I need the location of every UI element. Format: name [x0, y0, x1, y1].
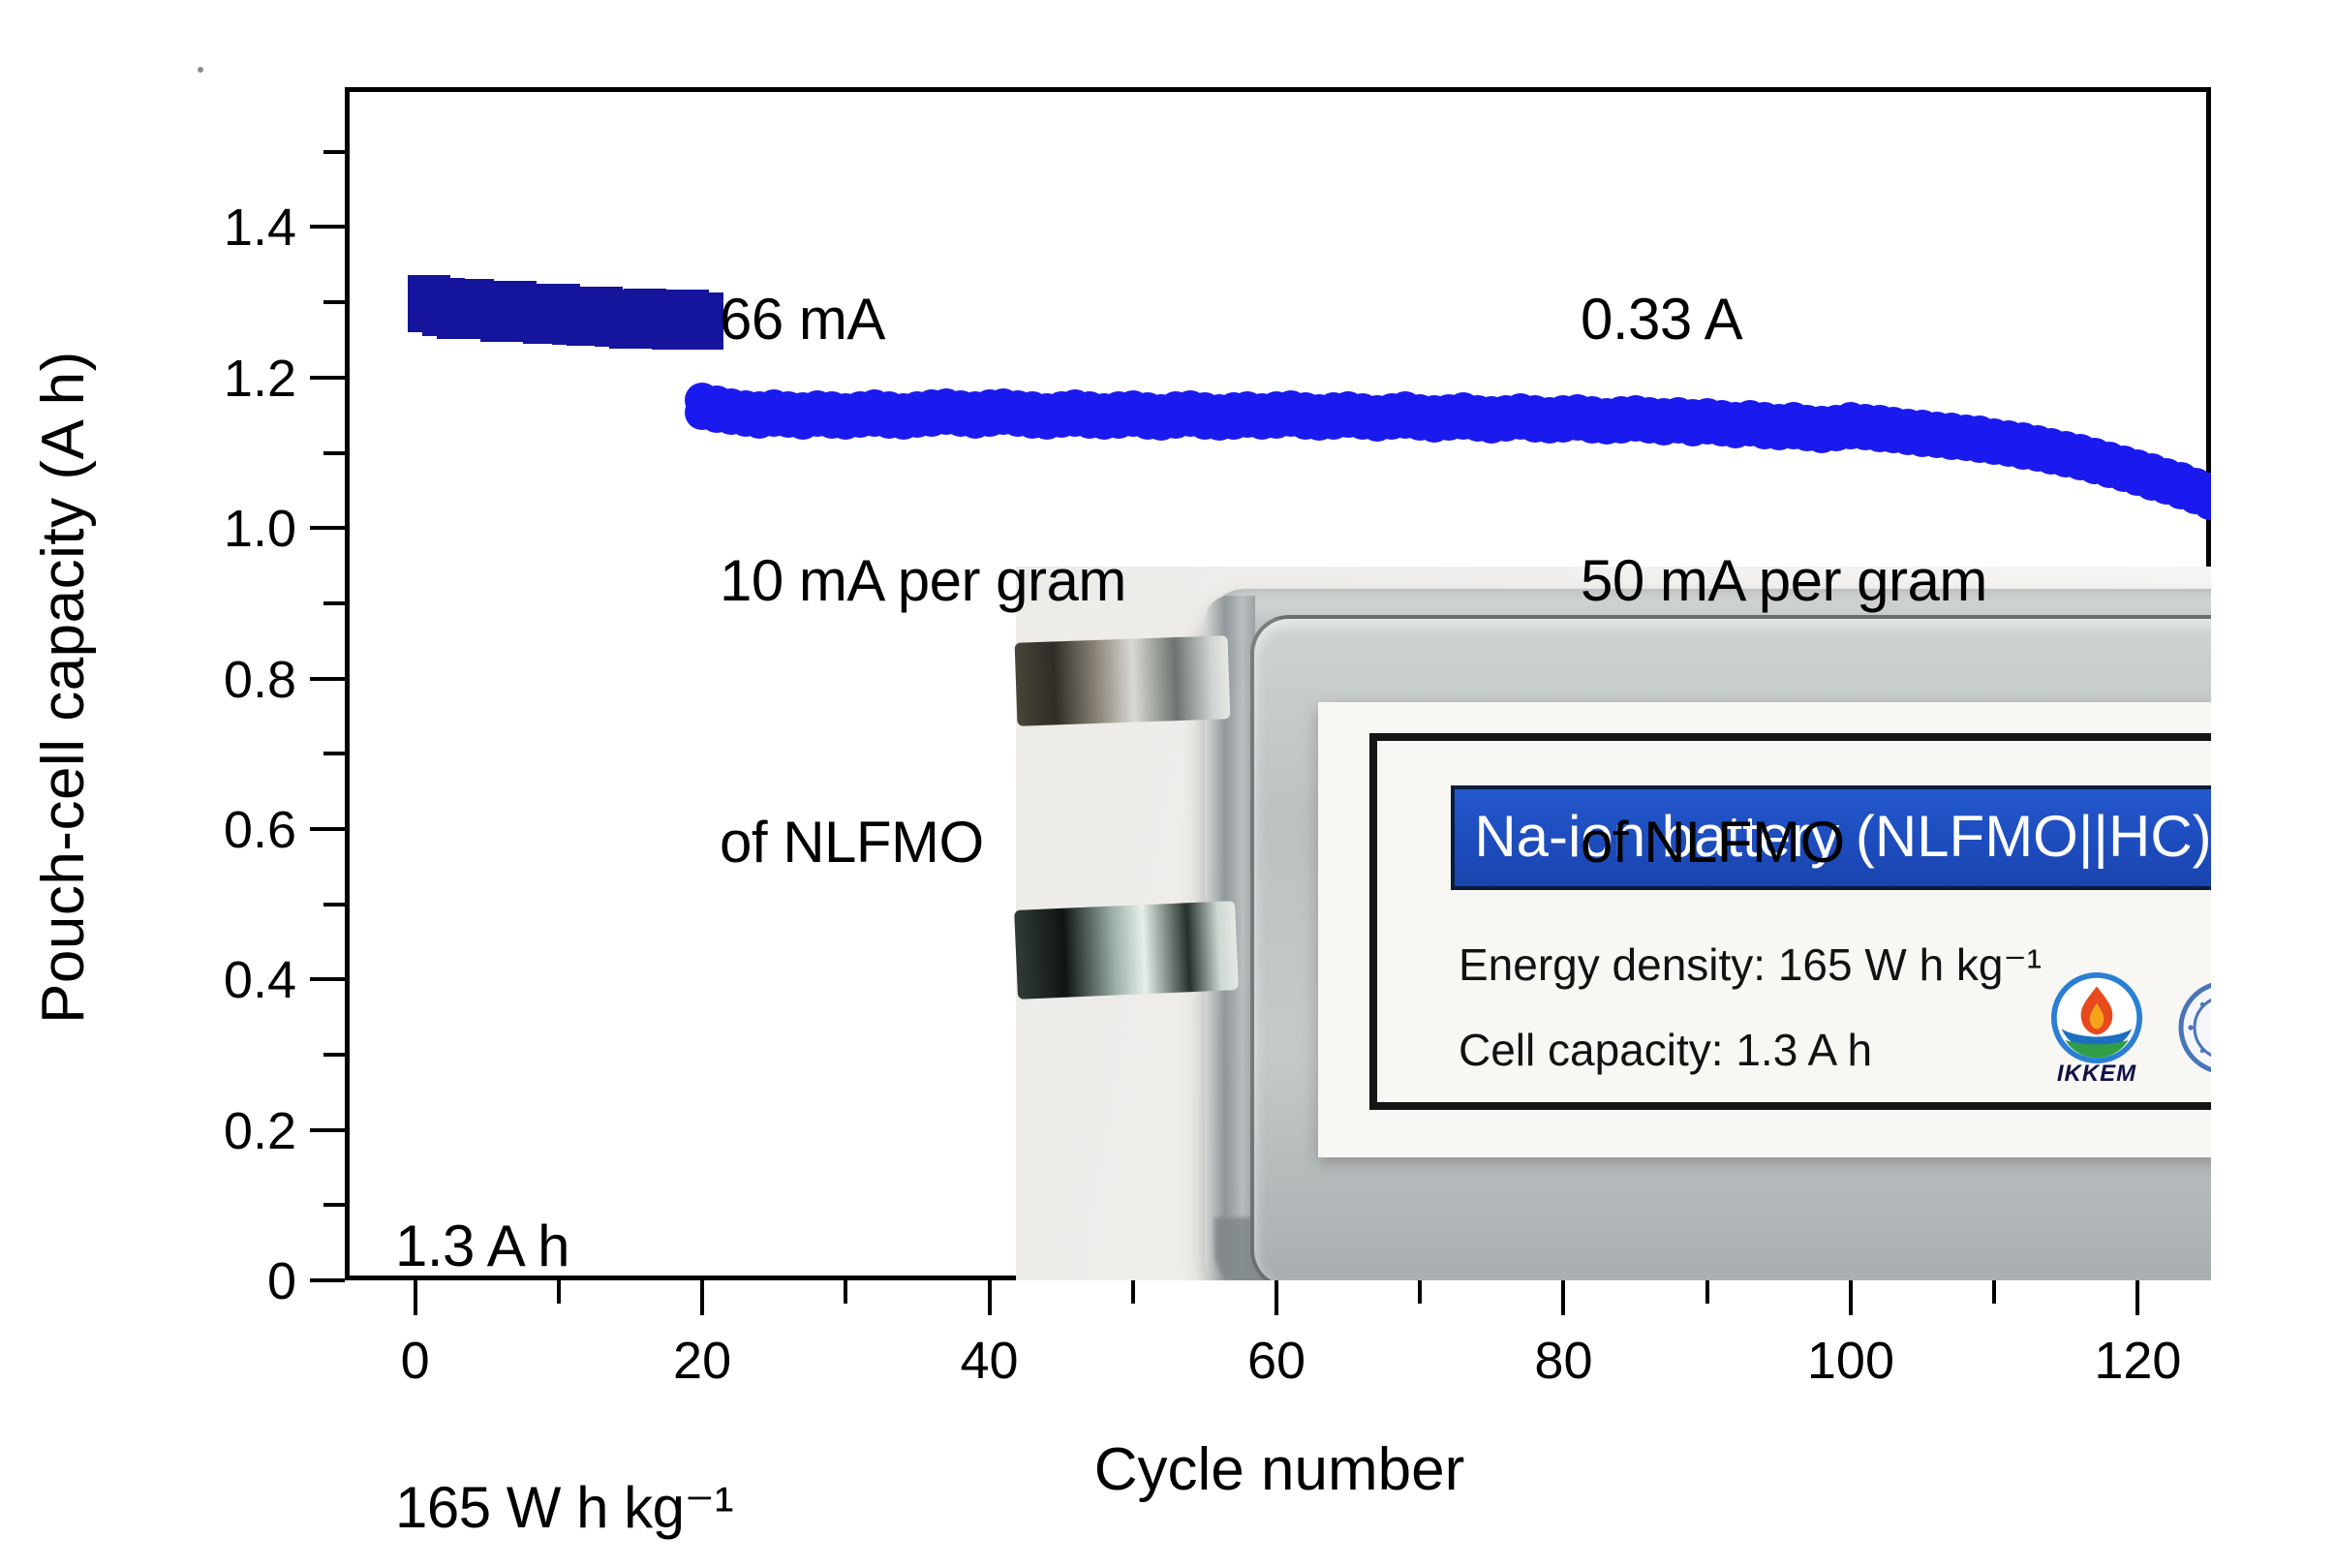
annotation-cell-specs: 1.3 A h 165 W h kg⁻¹	[395, 1029, 734, 1568]
x-minor-tick	[1705, 1280, 1709, 1304]
data-point	[2192, 484, 2211, 520]
y-major-tick	[310, 977, 345, 982]
x-major-tick	[413, 1280, 417, 1315]
x-minor-tick	[1992, 1280, 1997, 1304]
x-axis-title: Cycle number	[1093, 1436, 1465, 1503]
annotation-line: 50 mA per gram	[1581, 548, 1987, 613]
annotation-line: of NLFMO	[720, 810, 984, 875]
y-tick-label: 1.4	[223, 199, 296, 258]
stray-dot-artifact	[198, 67, 203, 73]
x-tick-label: 20	[673, 1332, 732, 1390]
y-minor-tick	[323, 450, 345, 455]
x-major-tick	[2135, 1280, 2140, 1315]
x-major-tick	[987, 1280, 992, 1315]
x-minor-tick	[844, 1280, 848, 1304]
x-tick-label: 0	[400, 1332, 430, 1390]
ikkem-logo-label: IKKEM	[2056, 1061, 2137, 1087]
y-tick-label: 0.6	[223, 800, 296, 859]
x-tick-label: 120	[2094, 1332, 2182, 1390]
x-minor-tick	[1418, 1280, 1423, 1304]
annotation-line: 165 W h kg⁻¹	[395, 1475, 734, 1540]
y-major-tick	[310, 526, 345, 531]
y-major-tick	[310, 375, 345, 380]
x-major-tick	[1275, 1280, 1279, 1315]
x-major-tick	[1848, 1280, 1853, 1315]
y-minor-tick	[323, 752, 345, 756]
annotation-rate-1: 66 mA 10 mA per gram of NLFMO	[720, 102, 1126, 1061]
y-major-tick	[310, 1278, 345, 1282]
x-tick-label: 80	[1534, 1332, 1593, 1390]
y-tick-label: 0	[266, 1252, 296, 1310]
y-tick-label: 0.8	[223, 650, 296, 709]
x-major-tick	[1561, 1280, 1566, 1315]
y-tick-label: 0.4	[223, 951, 296, 1010]
annotation-line: 66 mA	[720, 287, 885, 352]
annotation-rate-2: 0.33 A 50 mA per gram of NLFMO	[1581, 102, 1987, 1061]
university-seal-icon	[2178, 982, 2211, 1073]
battery-name-banner: Na-ion battery (NLFMO||HC)	[1451, 785, 2211, 890]
y-tick-label: 0.2	[223, 1101, 296, 1160]
x-tick-label: 40	[960, 1332, 1019, 1390]
annotation-line: 10 mA per gram	[720, 548, 1126, 613]
x-minor-tick	[1130, 1280, 1135, 1304]
label-card: Na-ion battery (NLFMO||HC) Energy densit…	[1369, 733, 2211, 1110]
x-major-tick	[700, 1280, 705, 1315]
y-tick-label: 1.2	[223, 349, 296, 408]
annotation-line: of NLFMO	[1581, 810, 1845, 875]
pouch-cell-photo: Na-ion battery (NLFMO||HC) Energy densit…	[1014, 567, 2211, 1280]
y-major-tick	[310, 676, 345, 681]
y-minor-tick	[323, 300, 345, 305]
y-minor-tick	[323, 1203, 345, 1208]
y-minor-tick	[323, 1052, 345, 1057]
y-minor-tick	[323, 902, 345, 907]
y-minor-tick	[323, 149, 345, 154]
data-point	[681, 307, 724, 351]
annotation-line: 0.33 A	[1581, 287, 1743, 352]
y-axis-title: Pouch-cell capacity (A h)	[30, 351, 97, 1025]
x-minor-tick	[556, 1280, 561, 1304]
y-major-tick	[310, 826, 345, 831]
y-minor-tick	[323, 600, 345, 605]
energy-density-text: Energy density: 165 W h kg⁻¹	[1459, 939, 2043, 990]
ikkem-logo-icon	[2050, 971, 2143, 1064]
y-tick-label: 1.0	[223, 500, 296, 559]
y-major-tick	[310, 225, 345, 230]
plot-area: Na-ion battery (NLFMO||HC) Energy densit…	[345, 87, 2211, 1280]
annotation-line: 1.3 A h	[395, 1214, 570, 1278]
x-tick-label: 60	[1246, 1332, 1306, 1390]
cell-capacity-text: Cell capacity: 1.3 A h	[1459, 1025, 1873, 1075]
x-tick-label: 100	[1806, 1332, 1894, 1390]
y-major-tick	[310, 1127, 345, 1132]
